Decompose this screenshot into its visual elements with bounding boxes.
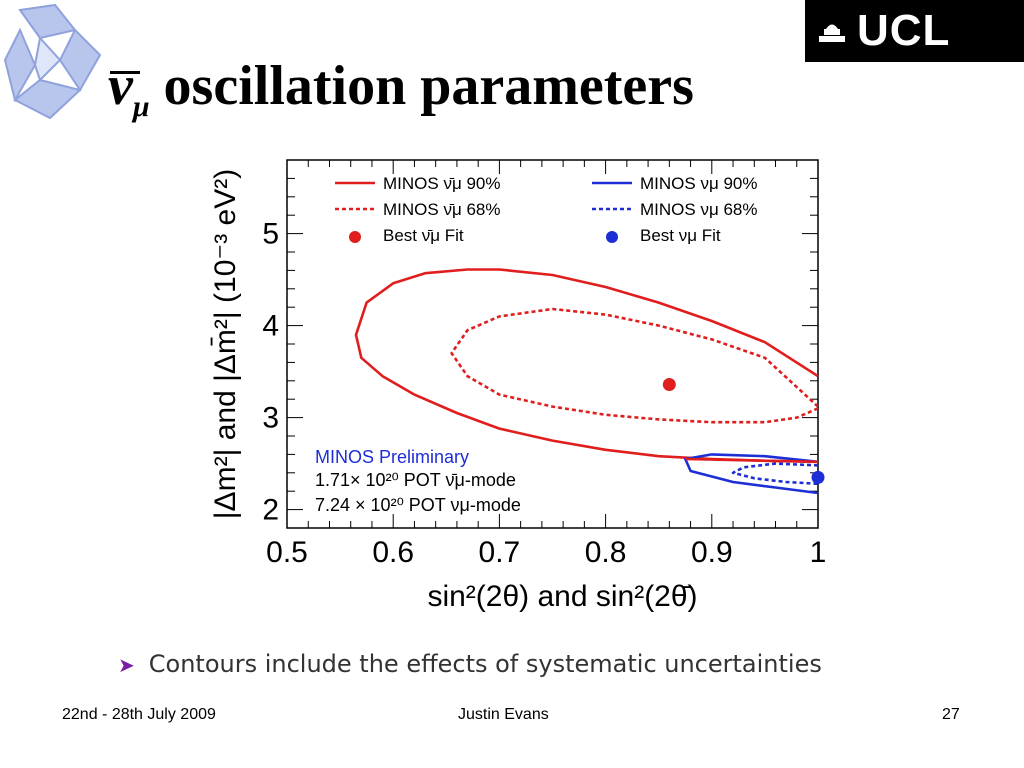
bullet-point: ➤ Contours include the effects of systema… xyxy=(118,650,822,678)
footer-page-number: 27 xyxy=(942,706,960,723)
legend-marker xyxy=(606,231,618,243)
contour-line xyxy=(450,307,818,424)
best-fit-marker xyxy=(811,470,825,484)
best-fit-marker xyxy=(662,377,676,391)
x-tick-label: 0.8 xyxy=(585,536,627,569)
oscillation-contour-chart: 0.5 0.6 0.7 0.8 0.9 1 2 3 4 5 sin²(2θ) and sin²(2θ… xyxy=(209,159,827,613)
x-tick-label: 0.9 xyxy=(691,536,733,569)
contour-line xyxy=(683,453,818,495)
slide-title: νμ oscillation parameters xyxy=(108,54,694,124)
legend-label: MINOS ν̄μ 68% xyxy=(383,200,501,219)
bullet-arrow-icon: ➤ xyxy=(118,653,135,677)
x-tick-label: 0.7 xyxy=(479,536,521,569)
x-tick-label: 0.5 xyxy=(266,536,308,569)
ucl-logo: UCL xyxy=(805,0,1024,62)
legend-label: MINOS ν̄μ 90% xyxy=(383,174,501,193)
legend-label: MINOS νμ 68% xyxy=(640,200,758,219)
legend-label: Best νμ Fit xyxy=(640,226,721,245)
annotation-text: 7.24 × 10²⁰ POT νμ-mode xyxy=(315,495,521,515)
title-symbol: νμ xyxy=(108,55,150,124)
footer-date: 22nd - 28th July 2009 xyxy=(62,706,216,723)
conference-logo xyxy=(3,3,102,120)
x-axis-label: sin²(2θ) and sin²(2θ̄) xyxy=(427,580,697,613)
y-tick-label: 3 xyxy=(262,402,279,435)
annotation-text: 1.71× 10²⁰ POT ν̄μ-mode xyxy=(315,470,516,490)
contour-line xyxy=(731,462,818,486)
legend-marker xyxy=(349,231,361,243)
legend-label: Best ν̄μ Fit xyxy=(383,226,464,245)
y-axis-label: |Δm²| and |Δm̄²| (10⁻³ eV²) xyxy=(209,169,242,519)
y-tick-label: 5 xyxy=(262,218,279,251)
title-text: oscillation parameters xyxy=(163,55,694,117)
footer-author: Justin Evans xyxy=(458,706,549,723)
bullet-text: Contours include the effects of systemat… xyxy=(148,650,822,678)
dome-icon xyxy=(819,24,845,42)
x-tick-label: 0.6 xyxy=(372,536,414,569)
contour-line xyxy=(685,457,818,464)
contour-line xyxy=(354,268,818,464)
y-tick-label: 4 xyxy=(262,310,279,343)
ucl-logo-text: UCL xyxy=(857,6,951,55)
y-tick-label: 2 xyxy=(262,494,279,527)
x-tick-label: 1 xyxy=(810,536,827,569)
legend-label: MINOS νμ 90% xyxy=(640,174,758,193)
annotation-text: MINOS Preliminary xyxy=(315,447,469,467)
